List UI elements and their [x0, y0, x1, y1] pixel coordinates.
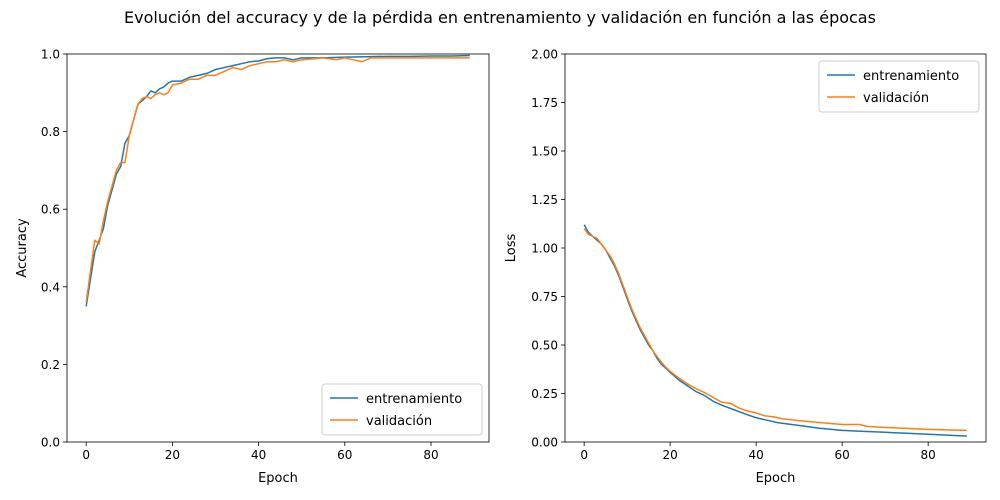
- figure-title: Evolución del accuracy y de la pérdida e…: [124, 8, 876, 27]
- series-line-train-loss: [583, 224, 967, 437]
- y-tick-label: 0.4: [41, 280, 60, 294]
- series-line-val-accuracy: [85, 57, 470, 303]
- legend-box: [321, 383, 483, 436]
- x-tick-label: 0: [82, 448, 90, 462]
- y-tick-label: 0.75: [531, 290, 558, 304]
- series-line-train-accuracy: [85, 54, 470, 307]
- y-tick-label: 1.25: [531, 193, 558, 207]
- y-tick-label: 0.2: [41, 358, 60, 372]
- y-tick-label: 1.00: [531, 242, 558, 256]
- series-line-val-loss: [583, 228, 967, 432]
- x-axis-label: Epoch: [756, 471, 796, 486]
- x-tick-label: 20: [663, 448, 678, 462]
- x-tick-label: 40: [251, 448, 266, 462]
- legend-loss: entrenamiento validación: [818, 60, 980, 113]
- x-tick-label: 80: [423, 448, 438, 462]
- legend-label-train: entrenamiento: [863, 69, 959, 84]
- legend-label-val: validación: [863, 91, 929, 106]
- y-axis-label: Loss: [504, 234, 519, 263]
- y-axis-label: Accuracy: [15, 218, 30, 278]
- y-tick-label: 0.6: [41, 203, 60, 217]
- legend-accuracy: entrenamiento validación: [321, 383, 483, 436]
- y-tick-label: 0.00: [531, 436, 558, 450]
- x-tick-label: 0: [580, 448, 588, 462]
- legend-box: [818, 60, 980, 113]
- y-tick-label: 0.8: [41, 125, 60, 139]
- y-tick-label: 0.0: [41, 436, 60, 450]
- y-tick-label: 1.50: [531, 145, 558, 159]
- x-tick-label: 20: [165, 448, 180, 462]
- axes-accuracy: 0 20 40 60 80 0.0 0.2 0.4 0.6 0.8 1.0 Epoch Accuracy…: [15, 48, 490, 486]
- y-tick-label: 2.00: [531, 48, 558, 62]
- x-tick-label: 60: [835, 448, 850, 462]
- x-tick-label: 80: [921, 448, 936, 462]
- x-tick-label: 40: [749, 448, 764, 462]
- y-tick-label: 1.0: [41, 48, 60, 62]
- x-tick-label: 60: [337, 448, 352, 462]
- legend-label-val: validación: [366, 414, 432, 429]
- y-tick-label: 0.25: [531, 387, 558, 401]
- y-tick-label: 0.50: [531, 339, 558, 353]
- y-tick-label: 1.75: [531, 96, 558, 110]
- axes-loss: 0 20 40 60 80 0.00 0.25 0.50 0.75 1.00 1.25 1.50 1.7…: [504, 48, 987, 486]
- axes-frame-accuracy: [66, 53, 490, 443]
- legend-label-train: entrenamiento: [366, 392, 462, 407]
- x-axis-label: Epoch: [258, 471, 298, 486]
